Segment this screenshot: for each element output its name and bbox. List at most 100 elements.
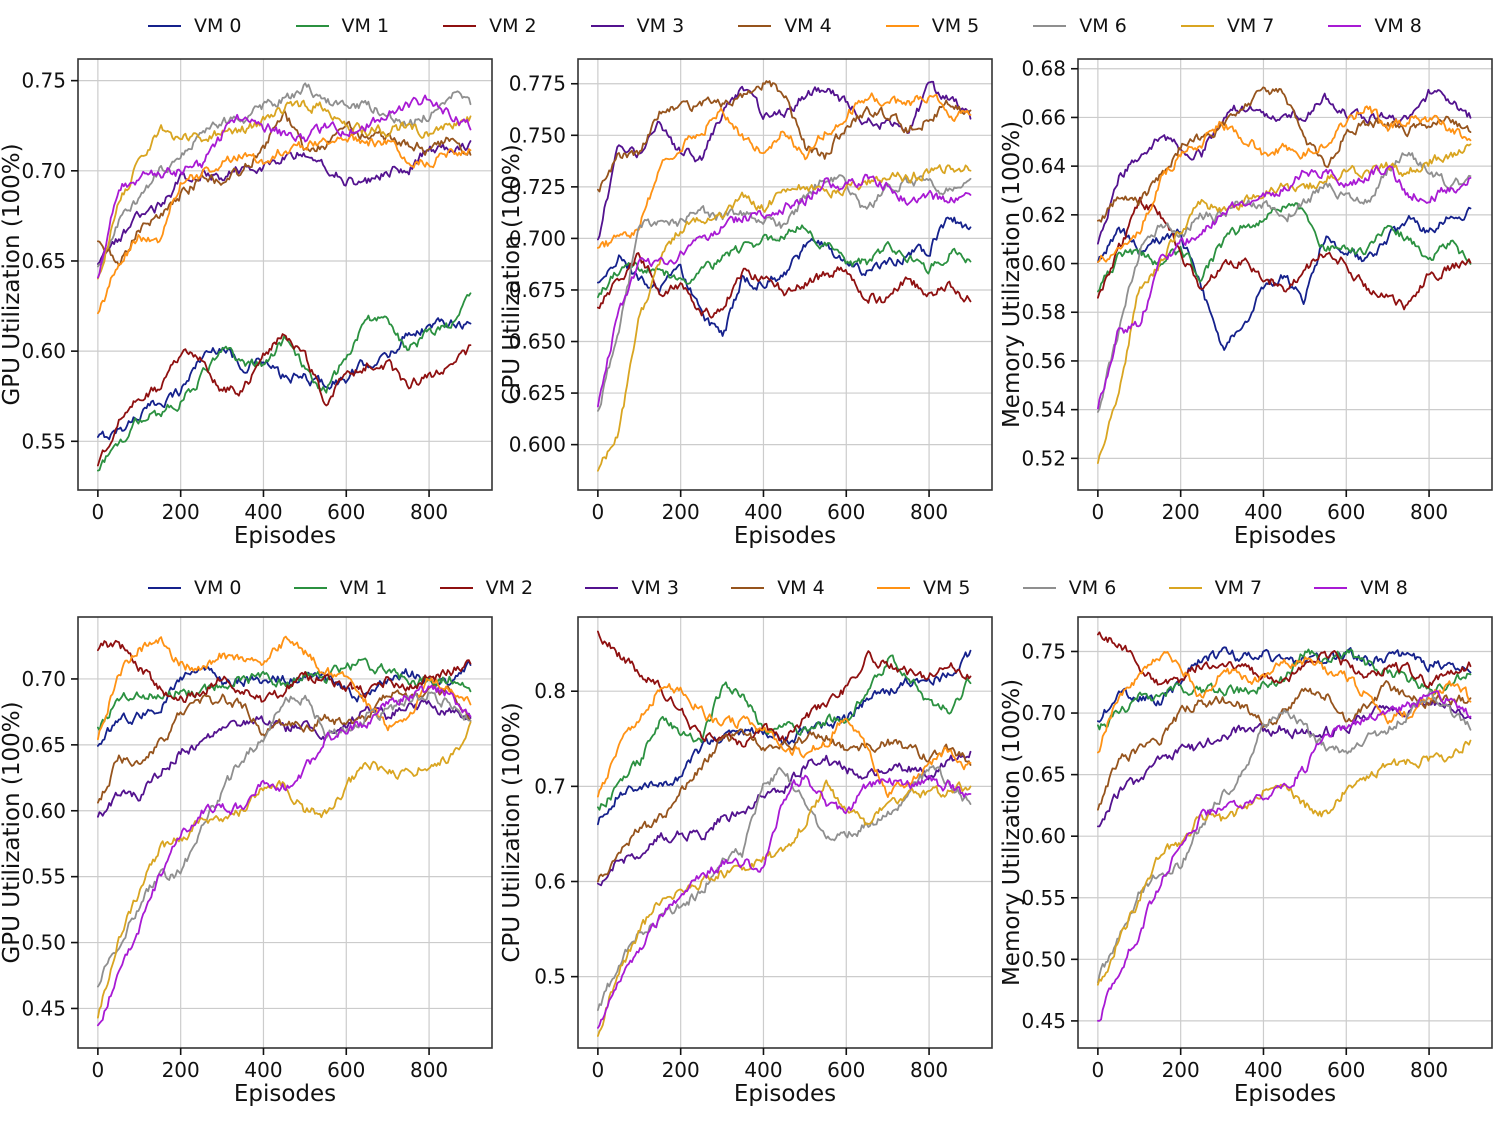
chart-cpu-utilization-top: 0 200 400 600 800 0.600 0.625 0.650 0.675 0.700 0.… (500, 45, 1000, 552)
series-line-vm-5 (1097, 651, 1472, 754)
series-line-vm-4 (597, 80, 972, 193)
x-tick-label: 800 (910, 1058, 948, 1082)
chart-memory-utilization-top: 0 200 400 600 800 0.52 0.54 0.56 0.58 0.60 0.62 0.6… (1000, 45, 1500, 552)
legend-item-vm-4: VM 4 (738, 15, 832, 37)
y-tick-label: 0.66 (1021, 105, 1066, 129)
axes-spines (1077, 616, 1493, 1049)
x-tick-label: 800 (1410, 1058, 1448, 1082)
series-line-vm-8 (1097, 165, 1472, 410)
legend-label: VM 2 (485, 577, 534, 599)
x-tick-label: 0 (92, 1058, 105, 1082)
x-tick-label: 600 (1327, 1058, 1365, 1082)
axis-ticks: 0 200 400 600 800 0.5 0.6 0.7 0.8 (534, 679, 948, 1082)
y-tick-label: 0.55 (21, 865, 66, 889)
y-axis-label: CPU Utilization (100%) (500, 702, 525, 962)
legend-line-swatch (590, 25, 624, 27)
x-tick-label: 800 (410, 500, 448, 524)
y-tick-label: 0.75 (21, 69, 66, 93)
y-tick-label: 0.56 (1021, 349, 1066, 373)
legend-label: VM 5 (922, 577, 971, 599)
y-tick-label: 0.64 (1021, 154, 1066, 178)
x-tick-label: 0 (1092, 500, 1105, 524)
legend-line-swatch (293, 587, 327, 589)
y-axis-label: GPU Utilization (100%) (0, 143, 25, 405)
series-line-vm-2 (1097, 196, 1472, 311)
series-lines (97, 82, 472, 472)
legend-label: VM 4 (784, 15, 832, 37)
legend-line-swatch (439, 587, 473, 589)
x-tick-label: 400 (744, 1058, 782, 1082)
series-line-vm-4 (1097, 86, 1472, 223)
series-line-vm-2 (597, 630, 972, 748)
legend-item-vm-6: VM 6 (1022, 577, 1117, 599)
series-line-vm-1 (1097, 202, 1472, 293)
legend-top: VM 0 VM 1 VM 2 VM 3 VM 4 VM 5 VM 6 VM 7 VM 8 (0, 0, 1500, 45)
y-tick-label: 0.58 (1021, 300, 1066, 324)
series-line-vm-7 (97, 721, 472, 1019)
legend-label: VM 4 (777, 577, 825, 599)
axes-spines (577, 58, 993, 491)
series-line-vm-2 (97, 333, 472, 467)
series-line-vm-8 (97, 684, 472, 1027)
series-line-vm-5 (1097, 105, 1472, 264)
legend-label: VM 6 (1068, 577, 1117, 599)
legend-item-vm-1: VM 1 (295, 15, 390, 37)
y-tick-label: 0.55 (1021, 886, 1066, 910)
y-axis-label: CPU Utilization (100%) (500, 144, 525, 404)
axis-ticks: 0 200 400 600 800 0.45 0.50 0.55 0.60 0.65 0.70 (21, 667, 448, 1082)
axis-ticks: 0 200 400 600 800 0.600 0.625 0.650 0.675 0.700 0.… (509, 72, 948, 524)
series-line-vm-0 (597, 216, 972, 337)
y-tick-label: 0.65 (21, 249, 66, 273)
legend-label: VM 5 (931, 15, 980, 37)
legend-line-swatch (1022, 587, 1056, 589)
plot-bottom-right: 0 200 400 600 800 0.45 0.50 0.55 0.60 0.65 0.70 0.7… (1000, 616, 1493, 1107)
series-line-vm-7 (1097, 739, 1472, 986)
legend-item-vm-8: VM 8 (1314, 577, 1408, 599)
y-tick-label: 0.60 (1021, 824, 1066, 848)
series-line-vm-3 (1097, 698, 1472, 828)
y-tick-label: 0.70 (1021, 701, 1066, 725)
axes-spines (577, 616, 993, 1049)
y-tick-label: 0.675 (509, 278, 566, 302)
series-line-vm-7 (597, 779, 972, 1037)
legend-label: VM 1 (341, 15, 390, 37)
gridlines (78, 617, 492, 1048)
series-line-vm-7 (97, 99, 472, 280)
series-line-vm-0 (597, 649, 972, 826)
y-tick-label: 0.50 (21, 931, 66, 955)
legend-item-vm-3: VM 3 (585, 577, 679, 599)
series-line-vm-5 (597, 92, 972, 249)
series-line-vm-6 (597, 174, 972, 412)
legend-item-vm-8: VM 8 (1328, 15, 1422, 37)
plot-top-right: 0 200 400 600 800 0.52 0.54 0.56 0.58 0.60 0.62 0.6… (1000, 57, 1493, 549)
x-axis-label: Episodes (234, 523, 336, 549)
series-line-vm-2 (1097, 631, 1472, 689)
y-tick-label: 0.52 (1021, 446, 1066, 470)
legend-line-swatch (1033, 25, 1067, 27)
series-line-vm-1 (1097, 648, 1472, 731)
x-tick-label: 0 (592, 1058, 605, 1082)
y-tick-label: 0.50 (1021, 947, 1066, 971)
legend-label: VM 2 (489, 15, 537, 37)
axes-spines (1077, 58, 1493, 491)
legend-line-swatch (1168, 587, 1202, 589)
legend-item-vm-2: VM 2 (439, 577, 534, 599)
y-tick-label: 0.600 (509, 433, 566, 457)
x-tick-label: 200 (1162, 500, 1200, 524)
plot-top-left: 0 200 400 600 800 0.55 0.60 0.65 0.70 0.75 Episode… (0, 58, 493, 549)
y-tick-label: 0.62 (1021, 203, 1066, 227)
x-axis-label: Episodes (734, 523, 836, 549)
y-tick-label: 0.45 (1021, 1009, 1066, 1033)
series-line-vm-4 (97, 109, 472, 267)
legend-item-vm-0: VM 0 (148, 577, 242, 599)
series-line-vm-7 (597, 164, 972, 472)
charts-row-bottom: 0 200 400 600 800 0.45 0.50 0.55 0.60 0.65 0.70 Epi… (0, 603, 1500, 1125)
axis-ticks: 0 200 400 600 800 0.45 0.50 0.55 0.60 0.65 0.70 0.7… (1021, 639, 1448, 1082)
y-tick-label: 0.775 (509, 72, 566, 96)
y-tick-label: 0.7 (534, 774, 566, 798)
legend-label: VM 7 (1226, 15, 1275, 37)
legend-item-vm-6: VM 6 (1033, 15, 1127, 37)
legend-item-vm-5: VM 5 (885, 15, 980, 37)
series-line-vm-5 (97, 635, 472, 741)
